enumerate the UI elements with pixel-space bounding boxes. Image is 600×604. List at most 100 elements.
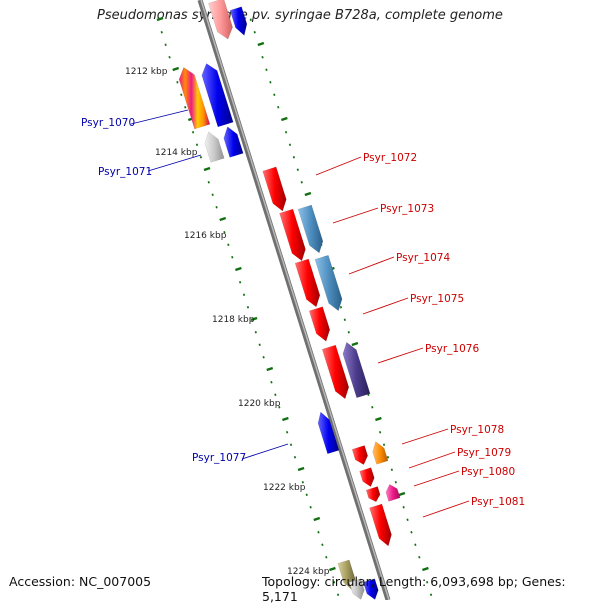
scale-tick (429, 593, 433, 597)
kbp-labels: 1212 kbp 1214 kbp 1216 kbp 1218 kbp 1220 kbp… (125, 67, 330, 577)
scale-tick (325, 555, 328, 559)
scale-tick (254, 330, 257, 334)
scale-tick (300, 180, 303, 184)
scale-tick (156, 16, 164, 22)
scale-tick (184, 105, 187, 109)
scale-tick (265, 68, 268, 72)
scale-tick (274, 393, 277, 397)
gene-label[interactable]: Psyr_1075 (410, 293, 464, 305)
gene-arrow[interactable] (223, 126, 244, 158)
scale-tick (250, 316, 258, 322)
gene-arrow[interactable] (359, 467, 375, 487)
scale-tick (333, 580, 336, 584)
gene-arrow[interactable] (204, 131, 225, 163)
scale-tick (321, 543, 324, 547)
gene-label[interactable]: Psyr_1076 (425, 343, 479, 355)
scale-tick (246, 305, 250, 309)
scale-tick (266, 366, 274, 372)
scale-tick (343, 318, 346, 322)
gene-arrow[interactable] (365, 486, 381, 503)
scale-tick (371, 405, 374, 409)
gene-label[interactable]: Psyr_1078 (450, 424, 504, 436)
scale-tick (191, 130, 195, 134)
scale-tick (317, 530, 320, 534)
gene-arrow[interactable] (348, 578, 365, 600)
scale-tick (394, 480, 397, 484)
gene-label-leader (362, 297, 409, 315)
gene-label[interactable]: Psyr_1080 (461, 466, 515, 478)
gene-label[interactable]: Psyr_1074 (396, 252, 450, 264)
scale-tick (223, 230, 226, 234)
scale-tick (282, 416, 289, 422)
scale-tick (285, 430, 289, 434)
scale-tick (261, 55, 264, 59)
gene-label[interactable]: Psyr_1072 (363, 152, 417, 164)
scale-tick (199, 155, 203, 159)
gene-arrow[interactable] (229, 6, 248, 36)
gene-label-leader (408, 451, 456, 469)
gene-arrow[interactable] (262, 166, 287, 212)
gene-label-leader (130, 109, 189, 125)
gene-arrow[interactable] (369, 503, 392, 547)
scale-tick (329, 566, 336, 572)
gene-arrow[interactable] (351, 445, 368, 465)
gene-label[interactable]: Psyr_1070 (81, 117, 135, 129)
gene-arrow[interactable] (314, 254, 343, 312)
gene-arrow[interactable] (372, 441, 389, 465)
gene-arrow[interactable] (385, 484, 401, 502)
kbp-label: 1214 kbp (155, 148, 198, 158)
scale-tick (414, 543, 417, 547)
scale-tick (215, 205, 218, 209)
gene-label-leader (422, 500, 470, 518)
kbp-label: 1212 kbp (125, 67, 168, 77)
scale-tick (386, 455, 390, 459)
scale-tick (258, 343, 261, 347)
scale-tick (390, 468, 394, 472)
scale-tick (301, 480, 304, 484)
gene-arrow[interactable] (201, 63, 234, 128)
gene-arrow[interactable] (308, 306, 331, 342)
scale-tick (351, 341, 359, 347)
scale-tick (288, 143, 292, 147)
gene-label[interactable]: Psyr_1081 (471, 496, 525, 508)
kbp-label: 1220 kbp (238, 399, 281, 409)
scale-tick (168, 55, 171, 59)
scale-tick (211, 193, 214, 197)
gene-label-leader (315, 156, 362, 176)
scale-tick (219, 216, 227, 222)
gene-arrow[interactable] (297, 204, 324, 254)
gene-label[interactable]: Psyr_1071 (98, 166, 152, 178)
scale-tick (231, 255, 234, 259)
genome-backbone-highlight (200, 0, 390, 600)
scale-tick (410, 530, 413, 534)
scale-tick (262, 355, 265, 359)
gene-arrow[interactable] (321, 344, 350, 400)
scale-tick (336, 593, 340, 597)
gene-arrow[interactable] (208, 0, 233, 40)
scale-tick (207, 180, 210, 184)
scale-tick (289, 443, 293, 447)
scale-tick (234, 266, 242, 272)
gene-arrow[interactable] (294, 258, 321, 308)
scale-tick (398, 491, 406, 497)
gene-label[interactable]: Psyr_1079 (457, 447, 511, 459)
scale-tick (269, 80, 272, 84)
gene-label-leader (413, 470, 460, 487)
scale-tick (249, 18, 252, 22)
gene-arrow[interactable] (342, 341, 371, 399)
kbp-label: 1218 kbp (212, 315, 255, 325)
gene-arrow[interactable] (178, 67, 211, 130)
gene-label[interactable]: Psyr_1073 (380, 203, 434, 215)
scale-tick (280, 116, 288, 122)
scale-tick (164, 43, 167, 47)
genome-backbone (197, 0, 391, 600)
gene-label[interactable]: Psyr_1077 (192, 452, 246, 464)
scale-tick (426, 580, 429, 584)
gene-label-leader (348, 256, 395, 275)
scale-tick (278, 405, 281, 409)
gene-arrow[interactable] (362, 578, 379, 600)
gene-arrow[interactable] (279, 208, 306, 262)
gene-arrow[interactable] (317, 411, 340, 455)
scale-tick (309, 505, 312, 509)
